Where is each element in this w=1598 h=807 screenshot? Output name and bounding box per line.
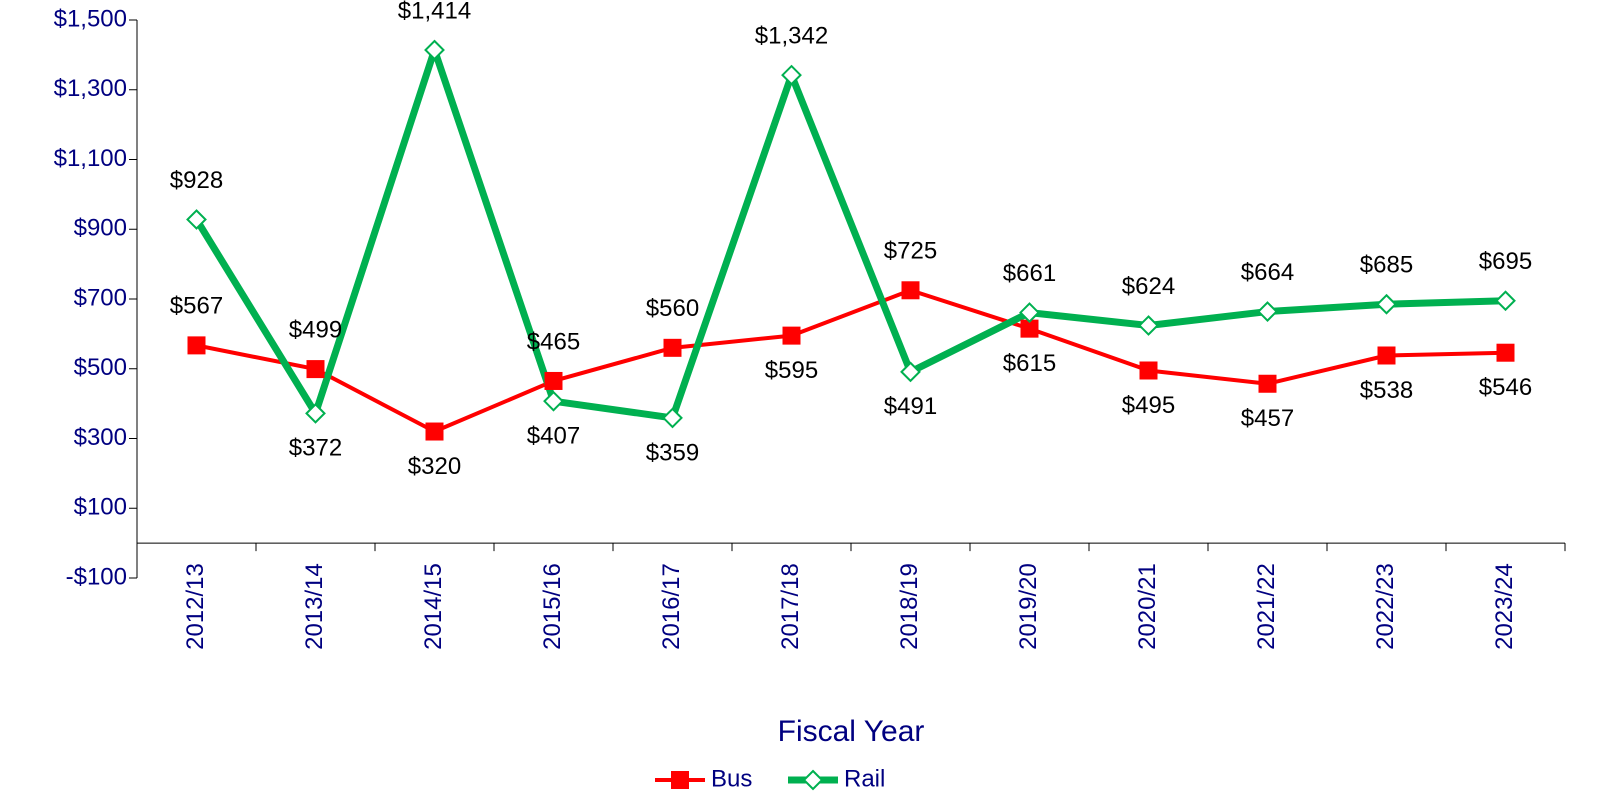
x-tick-label: 2018/19 — [896, 563, 923, 650]
x-tick-label: 2015/16 — [539, 563, 566, 650]
data-label: $465 — [527, 328, 580, 355]
data-label: $546 — [1479, 374, 1532, 401]
x-tick-label: 2017/18 — [777, 563, 804, 650]
point — [544, 371, 563, 390]
data-label: $407 — [527, 423, 580, 450]
x-tick-label: 2012/13 — [182, 563, 209, 650]
point — [1257, 301, 1278, 322]
data-label: $1,342 — [755, 22, 828, 49]
y-tick-label: $500 — [74, 354, 127, 381]
point — [1377, 346, 1396, 365]
point — [1496, 343, 1515, 362]
data-label: $661 — [1003, 260, 1056, 287]
data-label: $320 — [408, 453, 461, 480]
data-label: $595 — [765, 357, 818, 384]
series-line — [193, 46, 1506, 422]
point — [900, 361, 921, 383]
y-tick-label: $1,500 — [54, 5, 127, 32]
y-tick-label: $1,300 — [54, 75, 127, 102]
y-tick-label: $700 — [74, 284, 127, 311]
x-axis-title: Fiscal Year — [778, 715, 925, 748]
y-tick-label: $1,100 — [54, 145, 127, 172]
data-label: $491 — [884, 393, 937, 420]
data-label: $725 — [884, 238, 937, 265]
legend-marker — [802, 769, 824, 791]
y-tick-label: $100 — [74, 494, 127, 521]
data-label: $664 — [1241, 259, 1294, 286]
point — [1138, 315, 1159, 336]
data-label: $560 — [646, 295, 699, 322]
data-label: $928 — [170, 167, 223, 194]
point — [187, 336, 206, 355]
point — [305, 402, 326, 424]
x-tick-label: 2020/21 — [1134, 563, 1161, 650]
data-label: $567 — [170, 293, 223, 320]
x-tick-label: 2019/20 — [1015, 563, 1042, 650]
point — [1019, 302, 1040, 324]
point — [425, 422, 444, 441]
data-label: $359 — [646, 439, 699, 466]
point — [782, 326, 801, 345]
legend-marker — [671, 771, 689, 789]
point — [1376, 293, 1397, 315]
data-label: $499 — [289, 316, 342, 343]
point — [1020, 319, 1039, 338]
point — [1495, 290, 1516, 312]
data-label: $495 — [1122, 392, 1175, 419]
data-label: $685 — [1360, 252, 1413, 279]
data-label: $1,414 — [398, 0, 471, 24]
x-tick-label: 2013/14 — [301, 563, 328, 650]
x-tick-label: 2021/22 — [1253, 563, 1280, 650]
legend-label: Bus — [711, 765, 752, 792]
point — [1258, 374, 1277, 393]
data-label: $372 — [289, 435, 342, 462]
y-tick-label: $300 — [74, 424, 127, 451]
point — [662, 407, 683, 429]
y-tick-label: -$100 — [66, 563, 127, 590]
point — [424, 39, 445, 61]
point — [1139, 361, 1158, 380]
series-line — [196, 288, 1506, 434]
point — [901, 281, 920, 300]
legend-label: Rail — [844, 765, 885, 792]
data-label: $538 — [1360, 377, 1413, 404]
point — [663, 338, 682, 357]
x-tick-label: 2022/23 — [1372, 563, 1399, 650]
x-tick-label: 2023/24 — [1491, 563, 1518, 650]
point — [186, 209, 207, 230]
y-tick-label: $900 — [74, 215, 127, 242]
point — [543, 390, 564, 412]
x-tick-label: 2016/17 — [658, 563, 685, 650]
x-tick-label: 2014/15 — [420, 563, 447, 650]
point — [781, 64, 802, 86]
data-label: $624 — [1122, 273, 1175, 300]
point — [306, 360, 325, 379]
data-label: $695 — [1479, 248, 1532, 275]
data-label: $457 — [1241, 405, 1294, 432]
data-label: $615 — [1003, 350, 1056, 377]
